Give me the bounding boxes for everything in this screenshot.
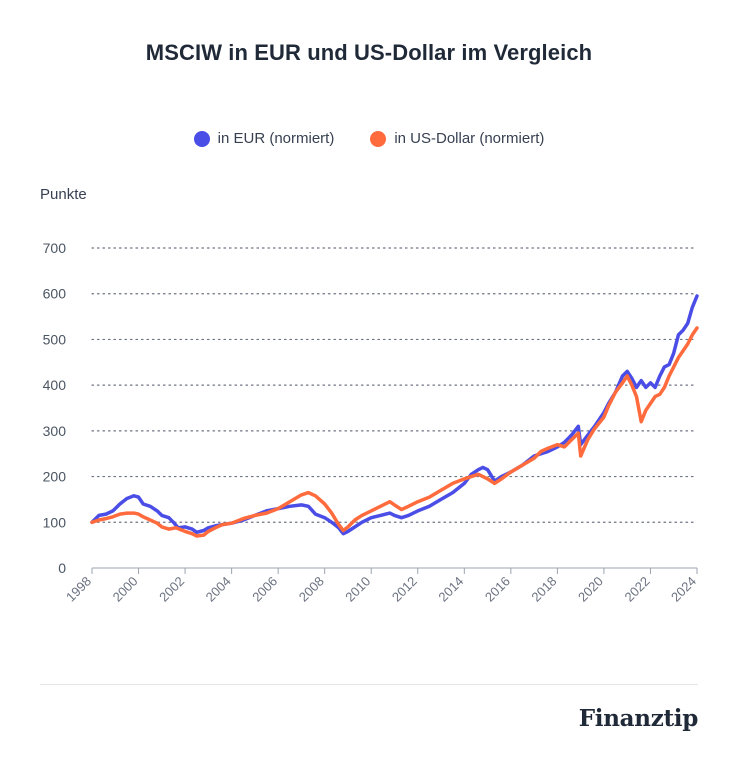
finanztip-logo: Finanztip	[578, 705, 699, 732]
x-tick-label-2006: 2006	[249, 574, 280, 605]
chart-legend: in EUR (normiert) in US-Dollar (normiert…	[0, 130, 738, 147]
x-tick-label-2004: 2004	[203, 574, 234, 605]
x-tick-label-2016: 2016	[482, 574, 513, 605]
x-tick-label-2012: 2012	[389, 574, 420, 605]
x-tick-label-2018: 2018	[528, 574, 559, 605]
legend-label-usd: in US-Dollar (normiert)	[394, 130, 545, 147]
legend-label-eur: in EUR (normiert)	[217, 130, 335, 147]
x-tick-label-2014: 2014	[435, 574, 466, 605]
legend-marker-eur	[193, 130, 210, 147]
y-tick-label-300: 300	[43, 423, 67, 439]
x-tick-label-2000: 2000	[110, 574, 141, 605]
x-tick-label-2022: 2022	[622, 574, 653, 605]
y-tick-label-400: 400	[43, 377, 67, 393]
y-tick-label-200: 200	[43, 469, 67, 485]
legend-marker-usd	[370, 130, 387, 147]
x-tick-label-2008: 2008	[296, 574, 327, 605]
series-line-usd	[90, 326, 699, 538]
series-line-eur	[90, 294, 699, 536]
y-tick-label-100: 100	[43, 514, 67, 530]
line-chart: 0 100 200 300 400 500 600 700 1998 2000 2002 2004 20…	[43, 240, 699, 605]
y-axis-label: Punkte	[40, 186, 87, 203]
legend-item-eur[interactable]: in EUR (normiert)	[193, 130, 335, 147]
y-tick-label-700: 700	[43, 240, 67, 256]
x-tick-label-2020: 2020	[575, 574, 606, 605]
x-tick-label-2010: 2010	[342, 574, 373, 605]
x-tick-label-1998: 1998	[63, 574, 94, 605]
footer-divider	[40, 684, 698, 685]
chart-title: MSCIW in EUR und US-Dollar im Vergleich	[145, 40, 593, 65]
x-tick-label-2002: 2002	[156, 574, 187, 605]
legend-item-usd[interactable]: in US-Dollar (normiert)	[370, 130, 544, 147]
x-tick-label-2024: 2024	[668, 574, 699, 605]
y-tick-label-0: 0	[58, 560, 66, 576]
y-tick-label-600: 600	[43, 286, 67, 302]
y-tick-label-500: 500	[43, 331, 67, 347]
